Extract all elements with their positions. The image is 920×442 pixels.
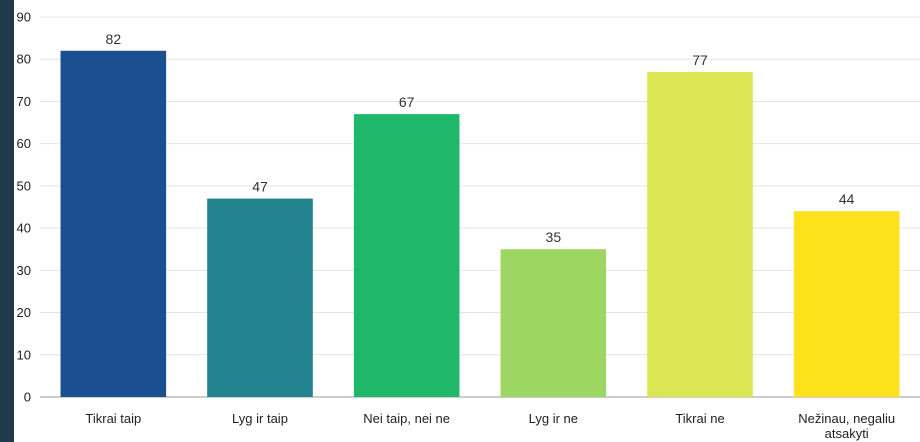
bar[interactable] <box>647 71 753 397</box>
y-tick-label: 70 <box>17 94 31 109</box>
y-tick-label: 0 <box>24 390 31 405</box>
grid-lines <box>40 16 920 398</box>
bar[interactable] <box>353 114 460 397</box>
bar[interactable] <box>60 50 167 398</box>
y-axis: 0 10 20 30 40 50 60 70 80 90 <box>17 10 31 405</box>
bar[interactable] <box>207 198 313 397</box>
y-tick-label: 20 <box>17 305 31 320</box>
y-tick-label: 80 <box>17 52 31 67</box>
x-tick-label: Tikrai taip <box>85 411 141 426</box>
data-label: 35 <box>546 229 562 245</box>
y-tick-label: 60 <box>17 136 31 151</box>
y-tick-label: 50 <box>17 178 31 193</box>
x-tick-label: Nežinau, negaliu atsakyti <box>798 411 895 441</box>
data-label: 44 <box>839 191 855 207</box>
y-tick-label: 40 <box>17 221 31 236</box>
data-label: 82 <box>106 31 122 47</box>
data-label: 67 <box>399 94 415 110</box>
y-tick-label: 10 <box>17 347 31 362</box>
x-tick-label: Lyg ir taip <box>232 411 288 426</box>
y-tick-label: 90 <box>17 10 31 25</box>
data-label: 77 <box>692 52 708 68</box>
bars <box>60 50 900 398</box>
x-axis: Tikrai taip Lyg ir taip Nei taip, nei ne Ly… <box>85 411 895 441</box>
x-tick-label: Nei taip, nei ne <box>363 411 450 426</box>
data-label: 47 <box>252 179 268 195</box>
x-tick-label: Tikrai ne <box>675 411 724 426</box>
data-labels: 82 47 67 35 77 44 <box>106 31 855 245</box>
bar[interactable] <box>500 249 607 397</box>
bar[interactable] <box>793 211 900 397</box>
x-tick-label: Lyg ir ne <box>529 411 578 426</box>
y-tick-label: 30 <box>17 263 31 278</box>
